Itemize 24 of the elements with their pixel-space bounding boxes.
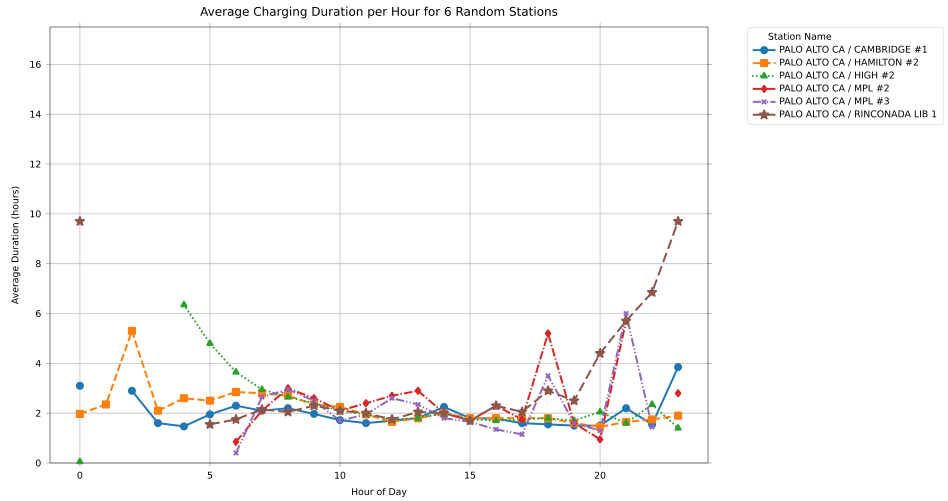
chart-title: Average Charging Duration per Hour for 6 Random Stations: [200, 6, 558, 18]
y-tick-label: 16: [30, 60, 41, 68]
legend-label: PALO ALTO CA / CAMBRIDGE #1: [780, 45, 927, 54]
y-tick-label: 4: [36, 360, 41, 367]
legend-label: PALO ALTO CA / HAMILTON #2: [780, 58, 918, 66]
x-tick-label: 10: [335, 472, 346, 479]
y-tick-label: 12: [30, 160, 40, 168]
y-tick-label: 8: [36, 260, 41, 268]
legend-label: PALO ALTO CA / HIGH #2: [780, 71, 894, 80]
x-axis-title: Hour of Day: [352, 488, 407, 497]
y-tick-label: 2: [36, 410, 40, 416]
x-tick-label: 15: [465, 472, 476, 478]
x-tick-label: 20: [594, 472, 606, 479]
legend-label: PALO ALTO CA / RINCONADA LIB 1: [780, 110, 936, 118]
y-tick-label: 14: [30, 110, 41, 118]
y-tick-label: 10: [30, 210, 41, 218]
y-tick-label: 6: [36, 310, 41, 317]
y-tick-label: 0: [36, 459, 41, 466]
x-tick-label: 0: [78, 472, 82, 479]
y-axis-title: Average Duration (hours): [11, 186, 20, 304]
legend-label: PALO ALTO CA / MPL #3: [780, 97, 889, 105]
x-tick-label: 5: [208, 472, 212, 478]
legend-label: PALO ALTO CA / MPL #2: [780, 84, 889, 92]
legend-title: Station Name: [768, 32, 832, 40]
